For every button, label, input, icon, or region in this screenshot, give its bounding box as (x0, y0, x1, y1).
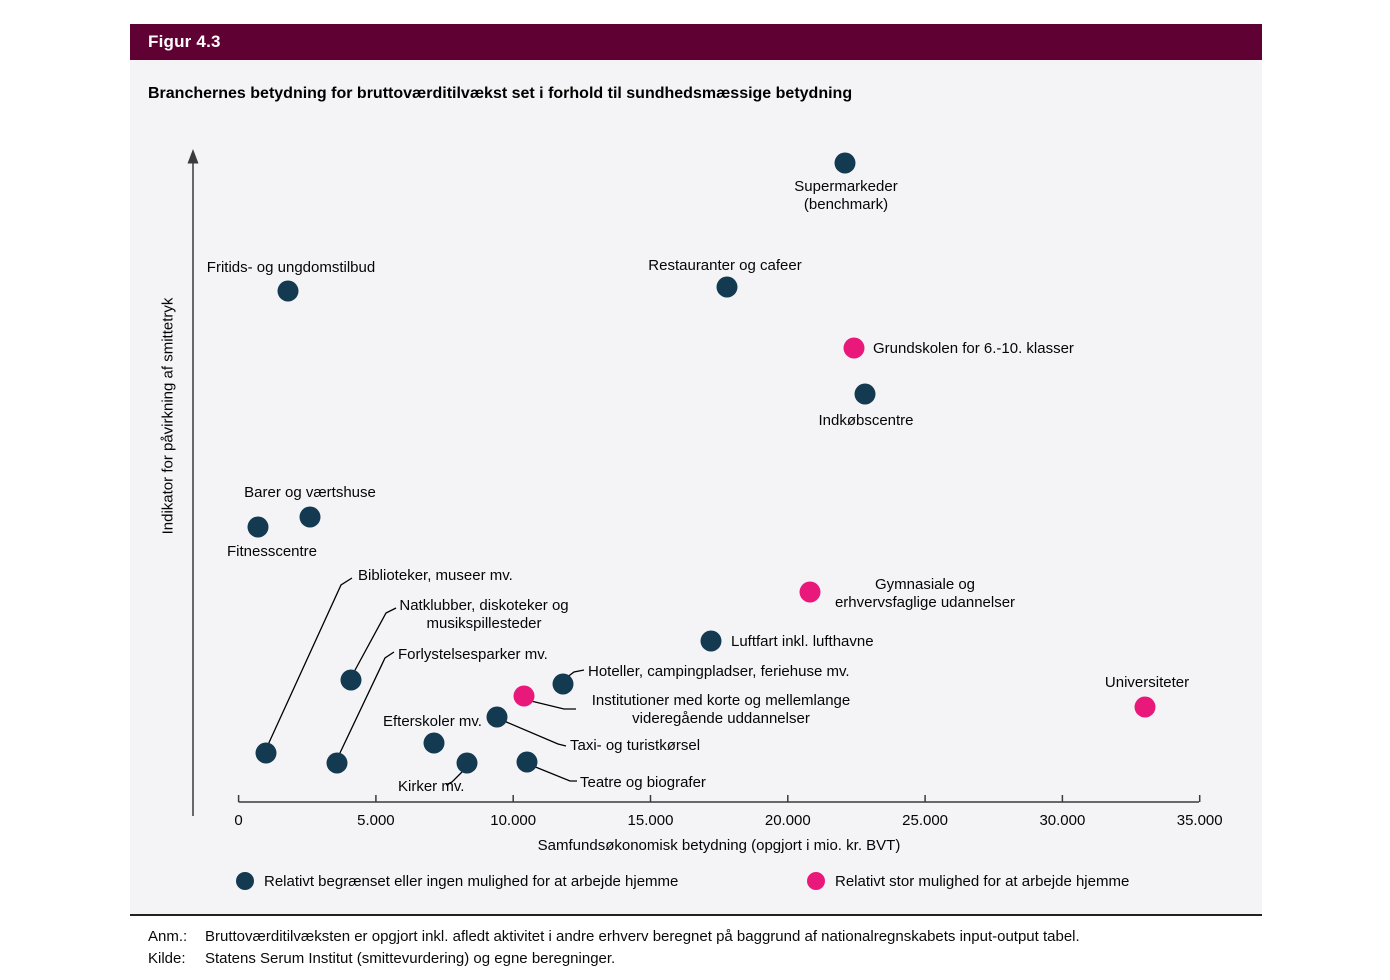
note-anm-text: Bruttoværditilvæksten er opgjort inkl. a… (205, 928, 1080, 945)
data-point-indkobscentre (854, 383, 876, 405)
legend-swatch-pink (807, 872, 825, 890)
point-label-kirker: Kirker mv. (398, 778, 465, 795)
point-label-restauranter: Restauranter og cafeer (648, 257, 802, 274)
data-point-hoteller (552, 673, 574, 695)
point-label-indkobscentre: Indkøbscentre (818, 412, 914, 429)
data-point-forlystelsesparker (326, 752, 348, 774)
point-label-efterskoler: Efterskoler mv. (383, 713, 482, 730)
data-point-grundskolen (843, 337, 865, 359)
point-label-fitnesscentre: Fitnesscentre (226, 543, 318, 560)
legend-label-large-wfh: Relativt stor mulighed for at arbejde hj… (835, 872, 1130, 890)
point-label-fritids: Fritids- og ungdomstilbud (206, 259, 376, 276)
data-point-gymnasiale (799, 581, 821, 603)
data-point-efterskoler (423, 732, 445, 754)
point-label-grundskolen: Grundskolen for 6.-10. klasser (873, 340, 1074, 357)
figure-tag-label: Figur 4.3 (148, 32, 221, 51)
figure-panel: Figur 4.3 Branchernes betydning for brut… (130, 24, 1262, 914)
x-tick-label: 0 (234, 812, 243, 829)
x-tick-label: 25.000 (902, 812, 949, 829)
point-label-supermarkeder: Supermarkeder (benchmark) (794, 178, 898, 213)
data-point-barer (299, 506, 321, 528)
x-tick-label: 30.000 (1039, 812, 1086, 829)
data-point-supermarkeder (834, 152, 856, 174)
x-axis-label: Samfundsøkonomisk betydning (opgjort i m… (537, 837, 901, 854)
data-point-taxi (486, 706, 508, 728)
point-label-teatre: Teatre og biografer (580, 774, 706, 791)
note-kilde-label: Kilde: (148, 950, 186, 967)
figure-title: Branchernes betydning for bruttoværditil… (148, 85, 853, 102)
data-point-kirker (456, 752, 478, 774)
point-label-forlystelsesparker: Forlystelsesparker mv. (398, 646, 548, 663)
note-anm-label: Anm.: (148, 928, 188, 945)
point-label-institutioner: Institutioner med korte og mellemlange vi… (591, 692, 851, 727)
note-kilde: Kilde: Statens Serum Institut (smittevurd… (148, 950, 615, 967)
data-point-biblioteker (255, 742, 277, 764)
data-point-natklubber (340, 669, 362, 691)
legend-label-limited-wfh: Relativt begrænset eller ingen mulighed … (264, 872, 679, 890)
note-kilde-text: Statens Serum Institut (smittevurdering)… (205, 950, 616, 967)
point-label-natklubber: Natklubber, diskoteker og musikspillested… (399, 597, 569, 632)
data-point-fritids (277, 280, 299, 302)
data-point-luftfart (700, 630, 722, 652)
x-tick-label: 10.000 (490, 812, 537, 829)
footnote-separator (130, 914, 1262, 916)
point-label-gymnasiale: Gymnasiale og erhvervsfaglige udannelser (834, 576, 1016, 611)
data-point-fitnesscentre (247, 516, 269, 538)
legend-swatch-teal (236, 872, 254, 890)
point-label-barer: Barer og værtshuse (244, 484, 376, 501)
point-label-luftfart: Luftfart inkl. lufthavne (731, 633, 874, 650)
legend-item-large-wfh: Relativt stor mulighed for at arbejde hj… (807, 872, 1129, 890)
point-label-universiteter: Universiteter (1104, 674, 1190, 691)
x-tick-label: 20.000 (764, 812, 811, 829)
data-point-teatre (516, 751, 538, 773)
x-tick-label: 5.000 (357, 812, 395, 829)
x-tick-label: 15.000 (627, 812, 674, 829)
data-point-universiteter (1134, 696, 1156, 718)
data-point-institutioner (513, 685, 535, 707)
data-point-restauranter (716, 276, 738, 298)
y-axis-label: Indikator for påvirkning af smittetryk (159, 297, 177, 535)
note-anm: Anm.: Bruttoværditilvæksten er opgjort in… (148, 928, 1080, 945)
figure-tag-bar: Figur 4.3 (130, 24, 1262, 60)
x-tick-label: 35.000 (1176, 812, 1223, 829)
point-label-biblioteker: Biblioteker, museer mv. (358, 567, 513, 584)
legend-item-limited-wfh: Relativt begrænset eller ingen mulighed … (236, 872, 678, 890)
point-label-taxi: Taxi- og turistkørsel (570, 737, 701, 754)
point-label-hoteller: Hoteller, campingpladser, feriehuse mv. (588, 663, 850, 680)
